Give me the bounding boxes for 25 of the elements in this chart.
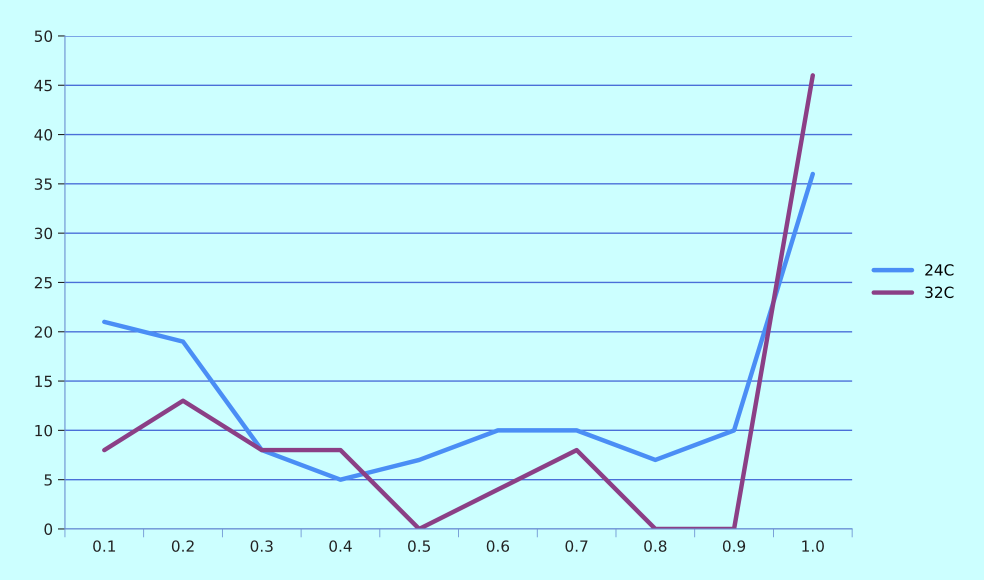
y-tick-label: 35 xyxy=(34,178,52,190)
x-tick-label: 0.8 xyxy=(644,540,666,552)
y-tick-label: 0 xyxy=(44,523,52,535)
y-tick-label: 20 xyxy=(34,326,52,338)
legend-label: 32C xyxy=(925,286,954,298)
y-tick-label: 25 xyxy=(34,276,52,288)
x-tick-label: 0.6 xyxy=(486,540,510,552)
y-tick-label: 40 xyxy=(34,129,52,141)
x-tick-label: 0.2 xyxy=(172,540,194,552)
x-tick-label: 0.1 xyxy=(93,540,116,552)
y-tick-label: 5 xyxy=(44,474,52,486)
x-tick-label: 0.4 xyxy=(329,540,352,552)
x-tick-label: 0.3 xyxy=(250,540,273,552)
y-tick-label: 50 xyxy=(34,30,52,42)
line-series xyxy=(102,172,816,482)
line-series xyxy=(102,73,816,529)
y-tick-label: 10 xyxy=(35,424,52,436)
legend-label: 24C xyxy=(925,264,954,276)
x-tick-label: 1.0 xyxy=(802,540,824,552)
x-tick-label: 0.9 xyxy=(722,540,746,552)
y-tick-label: 45 xyxy=(34,80,52,92)
x-tick-label: 0.5 xyxy=(408,540,430,552)
x-tick-label: 0.7 xyxy=(565,540,588,552)
y-tick-label: 30 xyxy=(34,228,52,240)
y-tick-label: 15 xyxy=(35,376,52,388)
